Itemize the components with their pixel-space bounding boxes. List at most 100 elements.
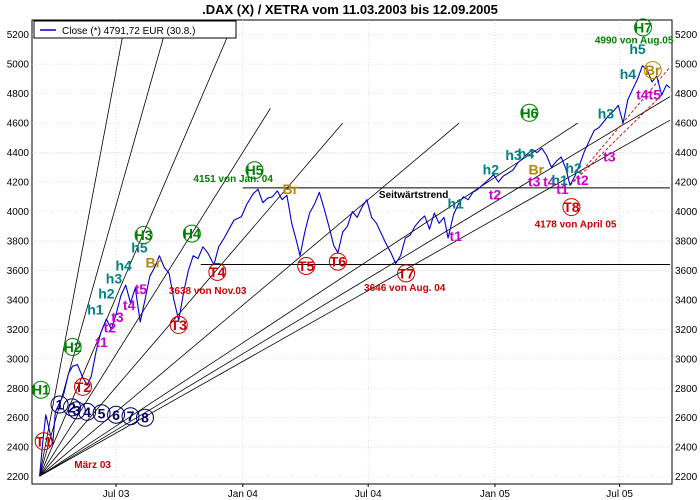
- y-tick-label-right: 3600: [675, 266, 698, 277]
- x-tick-label: Jul 05: [606, 489, 633, 500]
- annotation-marker-label: 4: [83, 404, 91, 420]
- annotation-circle: [208, 262, 227, 281]
- y-tick-label-left: 3600: [7, 266, 30, 277]
- x-axis-ticks: Jul 03 Jan 04 Jul 04 Jan 05 Jul 05: [103, 484, 633, 500]
- chart-title: .DAX (X) / XETRA vom 11.03.2003 bis 12.0…: [202, 2, 498, 17]
- annotation-circle: [328, 252, 347, 271]
- annotation-circle: [50, 395, 69, 414]
- annotation-text: h4: [115, 257, 132, 273]
- x-tick-label: Jan 05: [480, 489, 510, 500]
- y-tick-label-left: 4600: [7, 119, 30, 130]
- annotation-marker-label: 2: [68, 399, 76, 415]
- annotation-text: h2: [565, 160, 582, 176]
- y-tick-label-right: 3400: [675, 295, 698, 306]
- annotation-marker-label: H3: [135, 227, 153, 243]
- annotation-circle: [245, 161, 264, 180]
- annotation-text: t4: [123, 297, 136, 313]
- y-tick-label-left: 2800: [7, 384, 30, 395]
- annotation-circle: [73, 377, 92, 396]
- annotation-circle: [92, 404, 111, 423]
- annotation-circle: [31, 380, 50, 399]
- support-resistance-lines: [200, 187, 670, 266]
- annotation-circle: [634, 18, 653, 37]
- annotation-text: 4151 von Jan. 04: [193, 174, 273, 185]
- annotation-text: h1: [552, 172, 569, 188]
- y-tick-label-right: 4600: [675, 119, 698, 130]
- plot-area: [31, 19, 673, 485]
- y-tick-label-right: 2800: [675, 384, 698, 395]
- annotation-text: h1: [87, 302, 104, 318]
- y-tick-label-left: 3000: [7, 354, 30, 365]
- annotation-marker-label: H5: [246, 162, 264, 178]
- y-tick-label-left: 4800: [7, 89, 30, 100]
- annotation-circle: [397, 264, 416, 283]
- annotation-circle: [135, 408, 154, 427]
- annotation-circle: [643, 61, 662, 80]
- annotation-circle: [67, 401, 86, 420]
- annotation-circle: [520, 103, 539, 122]
- annotation-text: h4: [518, 145, 535, 161]
- y-axis-ticks: 2200 2200 2400 2400 2600 2600 2800 2800 3000 3000…: [7, 30, 698, 483]
- annotation-circle: [62, 398, 81, 417]
- annotation-text: t1: [449, 228, 462, 244]
- y-tick-label-right: 4200: [675, 178, 698, 189]
- annotation-marker-label: T5: [298, 258, 315, 274]
- fan-line: [39, 19, 127, 477]
- y-tick-label-right: 4800: [675, 89, 698, 100]
- annotation-text: h1: [448, 196, 465, 212]
- annotation-text: Br: [529, 162, 545, 178]
- y-tick-label-left: 2200: [7, 472, 30, 483]
- y-tick-label-left: 3200: [7, 325, 30, 336]
- annotation-marker-label: H1: [32, 382, 50, 398]
- fan-line: [39, 19, 235, 477]
- y-tick-label-left: 3800: [7, 236, 30, 247]
- annotation-circle: [134, 226, 153, 245]
- annotation-marker-label: T3: [171, 317, 188, 333]
- series-line: [39, 65, 671, 477]
- annotation-circle: [182, 224, 201, 243]
- annotation-marker-label: Br: [645, 62, 661, 78]
- annotation-text: 4178 von April 05: [535, 220, 617, 231]
- y-tick-label-left: 4200: [7, 178, 30, 189]
- y-tick-label-right: 5000: [675, 60, 698, 71]
- y-tick-label-right: 3000: [675, 354, 698, 365]
- dashed-line: [569, 66, 671, 186]
- y-tick-label-left: 5000: [7, 60, 30, 71]
- annotation-text: h3: [106, 271, 123, 287]
- annotation-text: t3: [111, 309, 124, 325]
- annotation-text: Br: [283, 181, 299, 197]
- annotation-text: t2: [576, 172, 589, 188]
- annotation-text: t4t5: [636, 87, 661, 103]
- annotation-marker-label: T4: [209, 264, 226, 280]
- annotation-circle: [34, 432, 53, 451]
- y-tick-label-right: 5200: [675, 30, 698, 41]
- annotation-text: März 03: [74, 460, 111, 471]
- annotation-marker-label: H6: [520, 105, 538, 121]
- annotation-text: Br: [145, 254, 161, 270]
- annotation-circle: [562, 198, 581, 217]
- annotation-text: h2: [483, 162, 500, 178]
- annotation-circle: [297, 256, 316, 275]
- legend: Close (*) 4791,72 EUR (30.8.): [33, 20, 237, 39]
- annotation-text: h4: [620, 66, 637, 82]
- annotation-circle: [169, 315, 188, 334]
- annotation-text: 4990 von Aug.05: [595, 36, 674, 47]
- annotation-marker-label: 6: [112, 407, 120, 423]
- annotation-text: 3646 von Aug. 04: [364, 283, 446, 294]
- y-tick-label-left: 4000: [7, 207, 30, 218]
- annotation-circle: [107, 405, 126, 424]
- annotation-marker-label: 5: [98, 405, 106, 421]
- grid: [32, 20, 672, 484]
- y-tick-label-right: 3800: [675, 236, 698, 247]
- annotation-marker-label: T2: [75, 379, 92, 395]
- annotation-text: t1: [95, 334, 108, 350]
- y-tick-label-left: 2600: [7, 413, 30, 424]
- x-tick-label: Jan 04: [228, 489, 258, 500]
- annotation-circle: [78, 402, 97, 421]
- annotation-circle: [121, 407, 140, 426]
- dashed-line: [569, 94, 662, 186]
- fan-line: [39, 96, 671, 477]
- annotation-marker-label: 7: [127, 408, 135, 424]
